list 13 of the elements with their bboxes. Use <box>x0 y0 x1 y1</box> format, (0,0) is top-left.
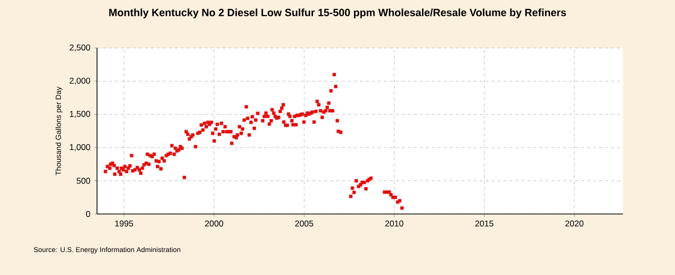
x-tick-label: 1995 <box>115 220 134 227</box>
y-tick-label: 500 <box>76 178 90 184</box>
chart-title: Monthly Kentucky No 2 Diesel Low Sulfur 15-500 ppm Wholesale/Resale Volume by Refiners <box>109 8 566 18</box>
y-tick-label: 2,500 <box>70 44 90 52</box>
y-tick-label: 2,000 <box>70 78 90 85</box>
x-tick-label: 2005 <box>295 220 314 227</box>
y-tick-label: 1,500 <box>70 110 90 118</box>
x-tick-label: 2020 <box>565 220 584 227</box>
x-tick-label: 2015 <box>475 220 494 227</box>
x-tick-label: 2010 <box>385 220 404 227</box>
y-tick-label: 1,000 <box>70 144 90 152</box>
x-tick-label: 2000 <box>205 220 224 227</box>
y-tick-label: 0 <box>86 211 90 217</box>
